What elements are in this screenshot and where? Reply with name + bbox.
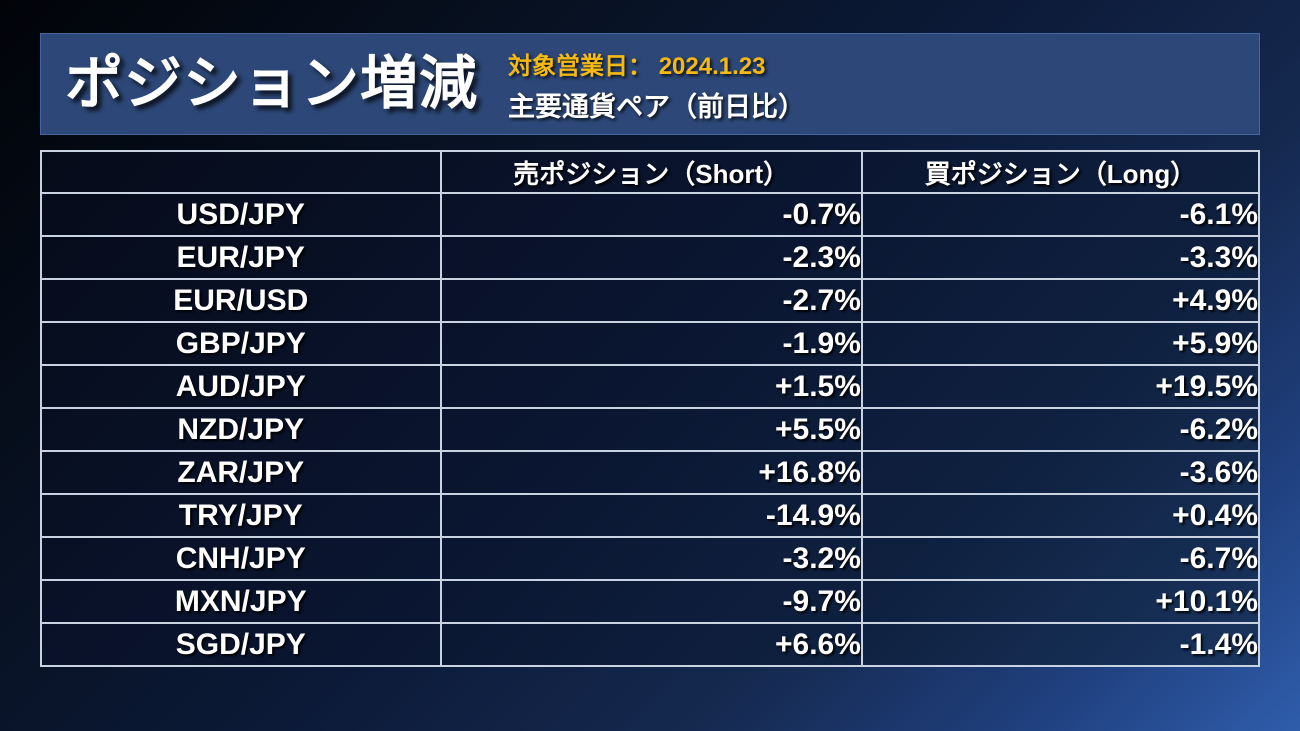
page-title: ポジション増減 (65, 51, 479, 116)
currency-pair-cell: NZD/JPY (40, 407, 442, 452)
currency-pair-cell: TRY/JPY (40, 493, 442, 538)
long-change-cell: +0.4% (860, 493, 1261, 538)
long-change-cell: +10.1% (860, 579, 1261, 624)
short-change-cell: +6.6% (439, 622, 863, 667)
short-change-cell: +5.5% (439, 407, 863, 452)
currency-pair-cell: EUR/JPY (40, 235, 442, 280)
column-header-pair (40, 150, 442, 194)
short-change-cell: -1.9% (439, 321, 863, 366)
long-change-cell: +4.9% (860, 278, 1261, 323)
header-banner: ポジション増減 対象営業日： 2024.1.23 主要通貨ペア（前日比） (40, 33, 1260, 135)
column-header-short: 売ポジション（Short） (439, 150, 863, 194)
table-row: ZAR/JPY +16.8% -3.6% (40, 450, 1261, 495)
long-change-cell: -1.4% (860, 622, 1261, 667)
table-row: AUD/JPY +1.5% +19.5% (40, 364, 1261, 409)
short-change-cell: -2.7% (439, 278, 863, 323)
currency-pair-cell: USD/JPY (40, 192, 442, 237)
column-header-long: 買ポジション（Long） (860, 150, 1261, 194)
positions-table: 売ポジション（Short） 買ポジション（Long） USD/JPY -0.7% -… (40, 150, 1261, 667)
currency-pair-cell: CNH/JPY (40, 536, 442, 581)
currency-pair-cell: EUR/USD (40, 278, 442, 323)
long-change-cell: -6.2% (860, 407, 1261, 452)
table-row: EUR/USD -2.7% +4.9% (40, 278, 1261, 323)
business-date: 対象営業日： 2024.1.23 (508, 46, 805, 81)
short-change-cell: +16.8% (439, 450, 863, 495)
short-change-cell: -2.3% (439, 235, 863, 280)
table-row: EUR/JPY -2.3% -3.3% (40, 235, 1261, 280)
long-change-cell: -6.1% (860, 192, 1261, 237)
long-change-cell: -3.6% (860, 450, 1261, 495)
page-subtitle: 主要通貨ペア（前日比） (508, 92, 806, 122)
currency-pair-cell: SGD/JPY (40, 622, 442, 667)
short-change-cell: -14.9% (439, 493, 863, 538)
short-change-cell: +1.5% (439, 364, 863, 409)
table-row: SGD/JPY +6.6% -1.4% (40, 622, 1261, 667)
table-row: MXN/JPY -9.7% +10.1% (40, 579, 1261, 624)
long-change-cell: +5.9% (860, 321, 1261, 366)
header-meta: 対象営業日： 2024.1.23 主要通貨ペア（前日比） (508, 44, 805, 124)
table-row: NZD/JPY +5.5% -6.2% (40, 407, 1261, 452)
table-row: GBP/JPY -1.9% +5.9% (40, 321, 1261, 366)
long-change-cell: -3.3% (860, 235, 1261, 280)
table-row: USD/JPY -0.7% -6.1% (40, 192, 1261, 237)
currency-pair-cell: AUD/JPY (40, 364, 442, 409)
currency-pair-cell: MXN/JPY (40, 579, 442, 624)
table-row: TRY/JPY -14.9% +0.4% (40, 493, 1261, 538)
business-date-label: 対象営業日： (508, 53, 653, 80)
currency-pair-cell: ZAR/JPY (40, 450, 442, 495)
business-date-value: 2024.1.23 (658, 53, 766, 80)
long-change-cell: -6.7% (860, 536, 1261, 581)
short-change-cell: -3.2% (439, 536, 863, 581)
currency-pair-cell: GBP/JPY (40, 321, 442, 366)
long-change-cell: +19.5% (860, 364, 1261, 409)
short-change-cell: -9.7% (439, 579, 863, 624)
short-change-cell: -0.7% (439, 192, 863, 237)
table-row: CNH/JPY -3.2% -6.7% (40, 536, 1261, 581)
table-header-row: 売ポジション（Short） 買ポジション（Long） (40, 150, 1261, 194)
